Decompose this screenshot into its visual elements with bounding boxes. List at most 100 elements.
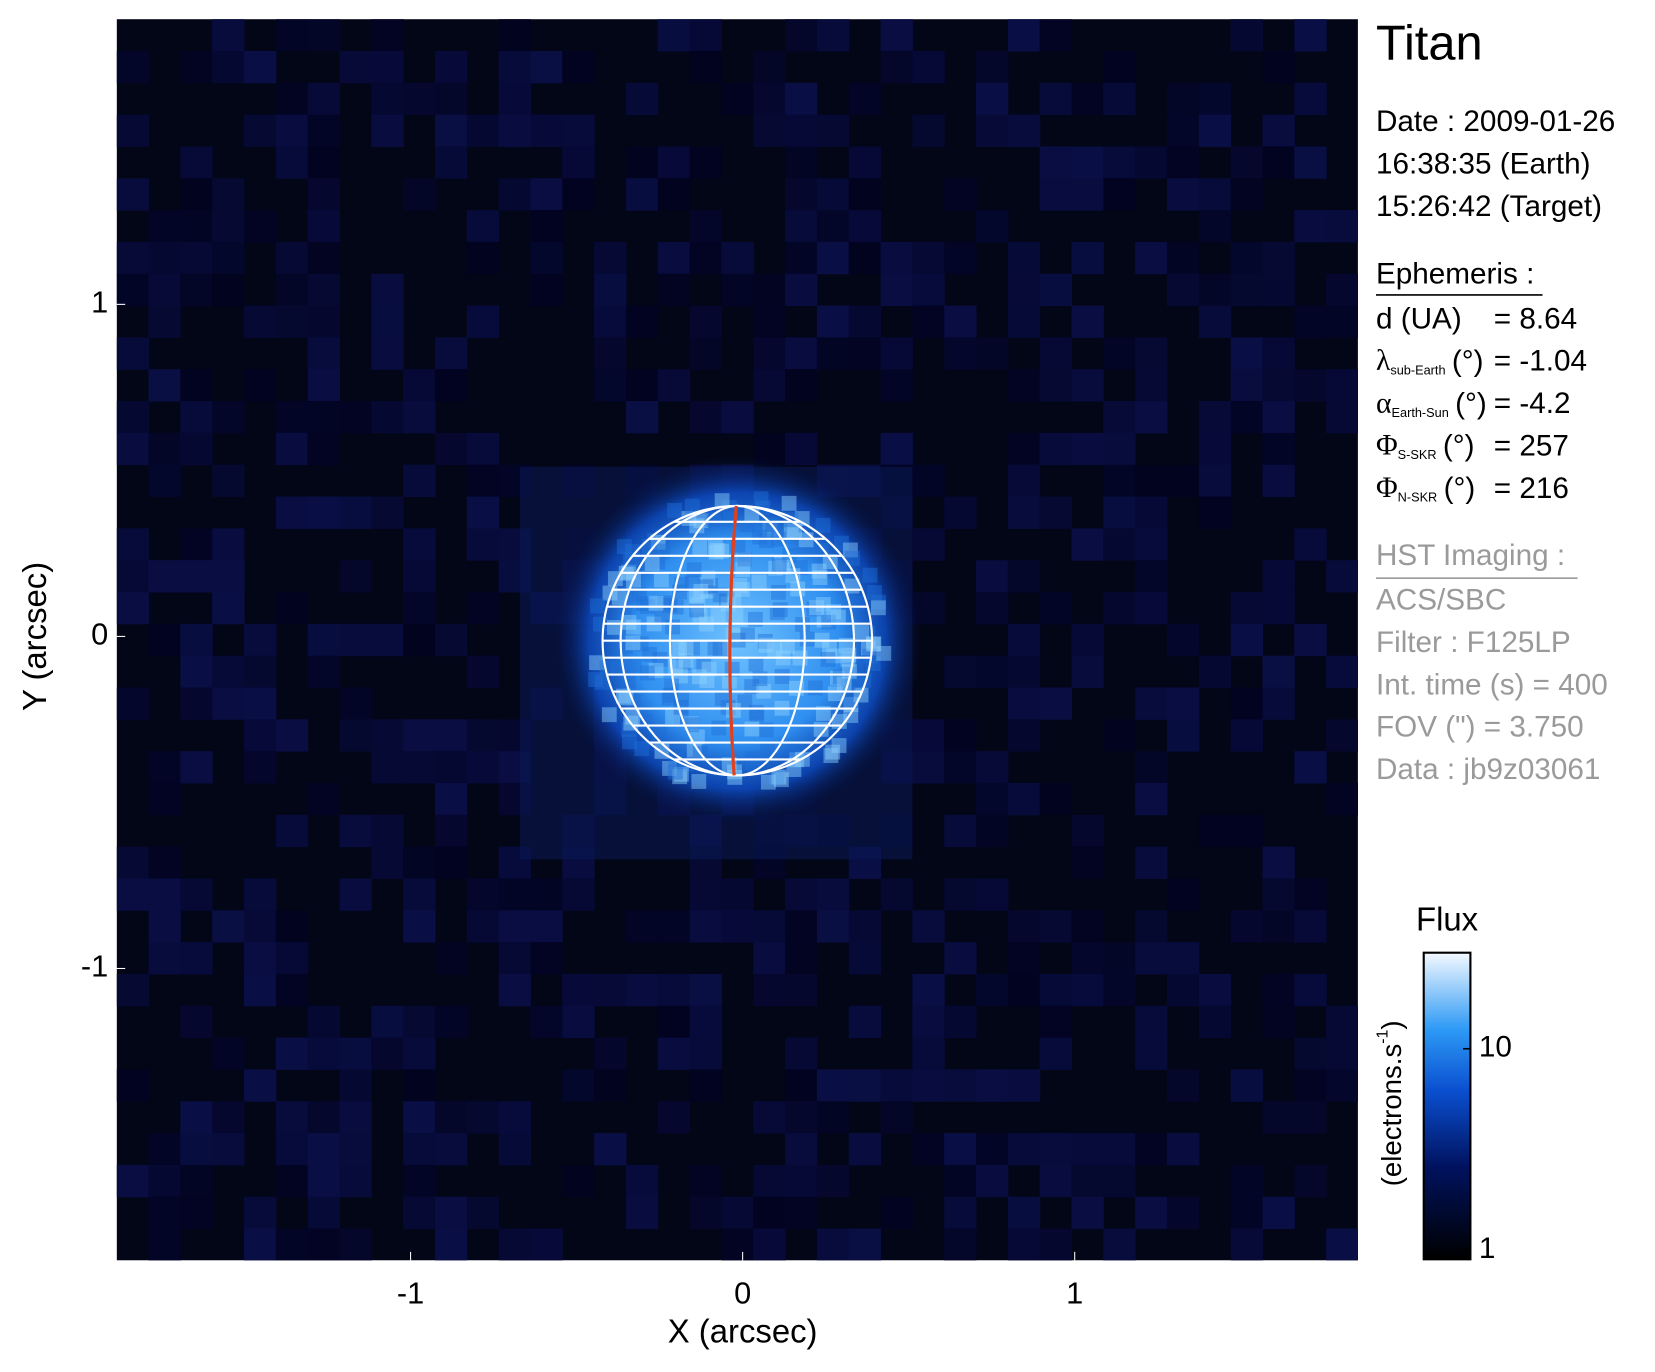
image-pixel: [466, 719, 500, 752]
image-pixel: [212, 210, 245, 243]
image-pixel: [753, 1196, 786, 1230]
image-pixel: [689, 910, 722, 943]
image-pixel: [689, 210, 722, 243]
image-pixel: [785, 337, 818, 370]
image-pixel: [785, 178, 818, 211]
ephemeris-label: λsub-Earth (°): [1376, 345, 1484, 378]
image-pixel: [1230, 910, 1263, 943]
image-pixel: [1166, 114, 1200, 147]
disk-pixel: [773, 772, 789, 788]
disk-pixel: [667, 503, 682, 518]
image-pixel: [307, 1037, 341, 1070]
image-pixel: [403, 369, 436, 402]
image-pixel: [148, 210, 181, 243]
ephemeris-value: = 257: [1494, 430, 1569, 463]
image-pixel: [466, 114, 500, 147]
image-pixel: [1135, 496, 1168, 529]
image-pixel: [785, 19, 818, 52]
image-pixel: [785, 114, 818, 147]
image-pixel: [1135, 146, 1168, 179]
image-pixel: [689, 973, 722, 1007]
image-pixel: [466, 1196, 500, 1230]
image-pixel: [1071, 814, 1104, 848]
image-pixel: [1007, 560, 1041, 593]
image-pixel: [148, 305, 181, 338]
image-pixel: [1103, 337, 1136, 370]
disk-pixel: [751, 574, 767, 590]
disk-pixel: [759, 741, 775, 757]
image-pixel: [466, 591, 500, 625]
disk-pixel: [684, 498, 700, 514]
image-pixel: [180, 687, 213, 720]
image-pixel: [148, 782, 181, 816]
image-pixel: [1262, 655, 1295, 689]
ephemeris-label: ΦN-SKR (°): [1376, 472, 1475, 505]
disk-pixel: [662, 761, 677, 776]
image-pixel: [1198, 432, 1232, 466]
image-pixel: [1039, 337, 1073, 370]
image-pixel: [466, 751, 500, 784]
image-pixel: [244, 114, 277, 147]
disk-pixel: [779, 639, 795, 654]
image-pixel: [625, 401, 659, 434]
image-pixel: [180, 528, 213, 561]
image-pixel: [530, 114, 563, 147]
image-pixel: [753, 1228, 786, 1261]
image-pixel: [912, 114, 945, 147]
image-pixel: [1166, 878, 1200, 911]
image-pixel: [116, 273, 150, 307]
image-pixel: [116, 560, 150, 593]
image-pixel: [244, 942, 277, 975]
disk-pixel: [691, 774, 707, 789]
disk-pixel: [639, 665, 655, 681]
image-pixel: [307, 273, 341, 307]
image-pixel: [689, 878, 722, 911]
image-pixel: [244, 623, 277, 657]
disk-pixel: [625, 619, 641, 635]
image-pixel: [1103, 1228, 1136, 1261]
image-pixel: [944, 1228, 977, 1261]
image-pixel: [1135, 846, 1168, 879]
image-pixel: [148, 846, 181, 879]
image-pixel: [466, 432, 500, 466]
image-pixel: [1198, 655, 1232, 689]
image-pixel: [1198, 401, 1232, 434]
image-pixel: [1135, 1133, 1168, 1166]
image-pixel: [1230, 814, 1263, 848]
disk-pixel: [692, 608, 708, 624]
image-pixel: [1230, 178, 1263, 211]
disk-pixel: [781, 495, 797, 511]
image-pixel: [148, 910, 181, 943]
image-pixel: [307, 782, 341, 816]
image-pixel: [212, 464, 245, 498]
disk-pixel: [689, 729, 705, 745]
image-pixel: [180, 878, 213, 911]
image-pixel: [785, 369, 818, 402]
image-pixel: [976, 782, 1009, 816]
image-pixel: [594, 1037, 627, 1070]
image-pixel: [1039, 1133, 1073, 1166]
image-pixel: [244, 1228, 277, 1261]
image-pixel: [816, 1228, 850, 1261]
image-pixel: [912, 528, 945, 561]
image-pixel: [1230, 1164, 1263, 1198]
disk-pixel: [712, 641, 728, 656]
image-pixel: [944, 1196, 977, 1230]
image-pixel: [1039, 782, 1073, 816]
image-pixel: [1103, 496, 1136, 529]
image-pixel: [1326, 1069, 1358, 1102]
image-pixel: [912, 305, 945, 338]
image-pixel: [1103, 942, 1136, 975]
image-pixel: [1039, 432, 1073, 466]
image-pixel: [148, 241, 181, 275]
image-pixel: [148, 1133, 181, 1166]
image-pixel: [180, 751, 213, 784]
image-pixel: [1071, 846, 1104, 879]
image-pixel: [403, 560, 436, 593]
image-pixel: [657, 19, 691, 52]
image-pixel: [180, 1133, 213, 1166]
image-pixel: [244, 687, 277, 720]
image-pixel: [1103, 973, 1136, 1007]
image-pixel: [1262, 146, 1295, 179]
image-pixel: [1103, 401, 1136, 434]
